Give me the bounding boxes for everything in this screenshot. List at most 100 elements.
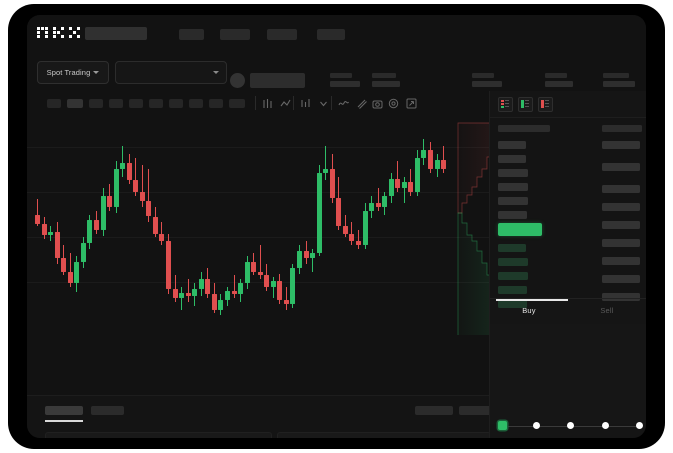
stat-value	[372, 81, 400, 87]
chevron-down-icon	[213, 71, 219, 74]
fullscreen-icon[interactable]	[405, 97, 418, 110]
candle-wick	[357, 229, 359, 249]
orderbook-trade-row-5	[602, 239, 640, 247]
candle-body	[172, 288, 178, 299]
candlestick-chart-icon[interactable]	[261, 97, 274, 110]
line-chart-icon[interactable]	[279, 97, 292, 110]
nav-item-2[interactable]	[220, 29, 250, 40]
interval-option-4[interactable]	[129, 99, 143, 108]
orderbook-ask-row-3[interactable]	[498, 183, 528, 191]
candle-body	[349, 233, 355, 242]
order-book[interactable]	[490, 117, 646, 308]
interval-option-5[interactable]	[149, 99, 163, 108]
candle-wick	[181, 286, 183, 310]
candle-body	[87, 220, 93, 244]
step-dot-3[interactable]	[567, 422, 574, 429]
interval-option-7[interactable]	[189, 99, 203, 108]
interval-option-9[interactable]	[229, 99, 245, 108]
trading-pair-select[interactable]	[115, 61, 227, 84]
orderbook-ask-row-5[interactable]	[498, 211, 527, 219]
candle-wick	[187, 279, 189, 302]
candle-body	[159, 233, 165, 242]
chevron-down-icon[interactable]	[317, 97, 330, 110]
orderbook-ask-row-0[interactable]	[498, 141, 526, 149]
orderbook-ask-row-4[interactable]	[498, 197, 528, 205]
step-dot-5[interactable]	[636, 422, 643, 429]
orderbook-bid-row-0[interactable]	[498, 244, 526, 252]
candle-body	[290, 267, 296, 304]
candle-body	[369, 203, 375, 211]
nav-item-1[interactable]	[179, 29, 204, 40]
interval-option-3[interactable]	[109, 99, 123, 108]
order-form-field[interactable]	[490, 374, 646, 400]
orderbook-bid-row-1[interactable]	[498, 258, 528, 266]
order-form-field[interactable]	[490, 349, 646, 375]
settings-gear-icon[interactable]	[387, 97, 400, 110]
stat-value	[603, 81, 635, 87]
interval-option-2[interactable]	[89, 99, 103, 108]
stat-label	[372, 73, 396, 78]
step-dot-2[interactable]	[532, 422, 540, 429]
candle-body	[185, 292, 191, 297]
order-form-field[interactable]	[490, 324, 646, 350]
orders-action-1[interactable]	[459, 406, 497, 415]
orders-tab-0[interactable]	[45, 406, 83, 415]
order-form-field[interactable]	[490, 399, 646, 424]
nav-item-4[interactable]	[317, 29, 345, 40]
market-stat-3	[545, 73, 573, 87]
candle-wick	[259, 245, 261, 280]
orderbook-asks-icon[interactable]	[538, 97, 553, 112]
wave-chart-icon[interactable]	[337, 97, 350, 110]
candle-body	[264, 275, 270, 287]
orders-action-0[interactable]	[415, 406, 453, 415]
orderbook-both-icon[interactable]	[498, 97, 513, 112]
candle-wick	[233, 275, 235, 299]
market-type-button[interactable]: Spot Trading	[37, 61, 109, 84]
camera-icon[interactable]	[371, 97, 384, 110]
step-dot-4[interactable]	[601, 422, 609, 429]
orderbook-spread-highlight[interactable]	[498, 223, 542, 236]
candle-body	[146, 201, 152, 217]
candle-body	[355, 241, 361, 245]
indicators-icon[interactable]	[299, 97, 312, 110]
orderbook-ask-row-1[interactable]	[498, 155, 526, 163]
interval-option-0[interactable]	[47, 99, 61, 108]
magnet-icon[interactable]	[355, 97, 368, 110]
candle-body	[428, 150, 433, 169]
candle-body	[303, 250, 309, 259]
okx-logo[interactable]	[37, 27, 80, 40]
candle-body	[107, 195, 113, 207]
orderbook-view-modes	[498, 97, 553, 112]
candle-body	[74, 262, 80, 283]
stat-label	[330, 73, 352, 78]
orders-panel	[27, 395, 497, 438]
candle-body	[441, 159, 447, 169]
orderbook-trade-row-3	[602, 203, 640, 211]
candle-body	[54, 231, 60, 259]
candlestick-chart[interactable]	[27, 117, 489, 335]
candle-body	[152, 216, 158, 234]
tab-sell[interactable]: Sell	[600, 306, 614, 315]
orderbook-ask-row-2[interactable]	[498, 169, 528, 177]
orderbook-bids-icon[interactable]	[518, 97, 533, 112]
nav-item-0[interactable]	[85, 27, 147, 40]
orderbook-bid-row-2[interactable]	[498, 272, 528, 280]
orderbook-trade-row-8	[602, 293, 640, 301]
orderbook-trade-row-1	[602, 163, 640, 171]
interval-option-8[interactable]	[209, 99, 223, 108]
orders-tab-1[interactable]	[91, 406, 124, 415]
interval-option-6[interactable]	[169, 99, 183, 108]
candle-body	[257, 271, 263, 276]
interval-option-1[interactable]	[67, 99, 83, 108]
candle-wick	[141, 165, 143, 207]
stat-label	[603, 73, 629, 78]
tab-buy[interactable]: Buy	[522, 306, 536, 315]
toolbar-divider	[293, 96, 294, 110]
nav-item-3[interactable]	[267, 29, 297, 40]
orderbook-bid-row-4[interactable]	[498, 300, 527, 308]
candle-body	[336, 197, 342, 226]
orderbook-bid-row-3[interactable]	[498, 286, 527, 294]
candle-wick	[325, 146, 327, 181]
step-dot-1[interactable]	[498, 421, 507, 430]
tablet-device-frame: Spot Trading	[8, 4, 665, 449]
